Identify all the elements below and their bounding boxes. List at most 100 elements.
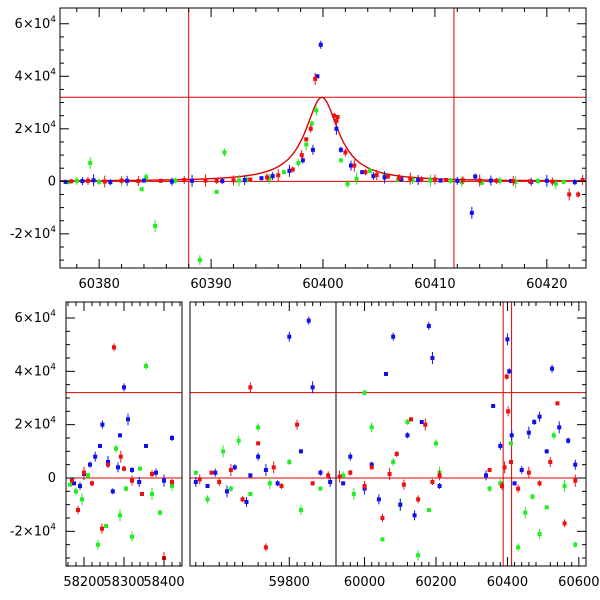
data-point [348, 454, 353, 459]
data-point [106, 462, 110, 467]
data-point [97, 179, 102, 184]
data-point [437, 473, 442, 478]
data-point [334, 118, 339, 123]
data-point [507, 369, 512, 374]
y-tick-label: 4×104 [15, 362, 57, 379]
data-point [136, 179, 141, 184]
data-point [432, 177, 437, 182]
data-point [248, 473, 253, 478]
data-point [182, 178, 187, 183]
data-point [368, 168, 373, 173]
data-point [248, 385, 253, 390]
data-point [237, 178, 242, 183]
data-point [473, 174, 478, 179]
data-point [566, 438, 571, 443]
series-red [197, 382, 331, 552]
data-point [308, 126, 313, 131]
data-point [551, 433, 556, 438]
data-point [561, 179, 566, 184]
bottom-plot-segment [190, 316, 336, 552]
data-point [535, 179, 540, 184]
x-tick-label: 60390 [190, 277, 231, 292]
data-point [537, 532, 542, 536]
y-tick-label: 6×104 [15, 15, 57, 32]
data-point [150, 472, 154, 476]
data-point [434, 441, 438, 446]
data-point [397, 175, 402, 180]
data-point [137, 480, 142, 484]
data-point [511, 179, 516, 184]
data-point [244, 500, 249, 504]
data-point [209, 470, 214, 475]
data-point [360, 170, 365, 175]
series-blue [193, 316, 333, 507]
data-point [100, 526, 104, 531]
data-point [197, 477, 202, 482]
data-point [382, 175, 387, 180]
x-tick-label: 59800 [269, 575, 310, 590]
data-point [509, 460, 513, 464]
y-tick-label: 4×104 [15, 67, 57, 84]
x-tick-label: 60420 [526, 277, 567, 292]
bottom-plot-segment [66, 343, 182, 564]
data-point [532, 420, 537, 424]
data-point [306, 318, 311, 323]
data-point [544, 505, 549, 510]
data-point [354, 176, 359, 181]
y-tick-label: -2×104 [10, 522, 56, 539]
data-point [153, 223, 158, 228]
data-point [351, 492, 356, 496]
data-point [477, 178, 482, 183]
data-point [124, 486, 128, 491]
data-point [270, 174, 275, 179]
data-point [526, 430, 531, 435]
data-point [572, 180, 577, 185]
data-point [295, 422, 300, 427]
data-point [256, 441, 261, 446]
y-tick-label: 0 [48, 471, 56, 486]
x-tick-label: 58300 [103, 575, 144, 590]
data-point [70, 478, 74, 483]
data-point [516, 486, 521, 491]
top-panel-zoomed-light-curve: 60380 60390 60400 60410 60420 -2×104 0 2×104 4×1… [10, 7, 587, 292]
data-point [74, 489, 78, 494]
data-point [224, 489, 229, 494]
data-point [369, 425, 374, 430]
data-point [69, 179, 74, 184]
data-point [205, 484, 210, 488]
data-point [328, 480, 333, 484]
data-point [220, 179, 225, 184]
data-point [169, 179, 174, 184]
data-point [516, 545, 521, 550]
data-point [304, 142, 309, 147]
data-point [416, 178, 421, 183]
data-point [416, 497, 421, 502]
data-point [487, 486, 492, 491]
data-point [130, 534, 134, 539]
data-point [550, 366, 555, 371]
data-point [362, 390, 367, 395]
data-point [263, 545, 268, 550]
data-point [338, 158, 343, 163]
data-point [275, 481, 280, 486]
data-point [116, 465, 120, 470]
data-point [193, 470, 198, 475]
data-point [197, 258, 202, 263]
data-point [405, 433, 410, 438]
data-point [338, 147, 343, 152]
data-point [399, 177, 404, 182]
data-point [114, 446, 118, 451]
data-point [144, 175, 149, 180]
data-point [86, 473, 90, 478]
y-tick-label: 6×104 [15, 309, 57, 326]
data-point [426, 324, 431, 328]
bottom-frame-segment-2 [189, 301, 587, 567]
series-red [69, 72, 585, 201]
data-point [279, 484, 284, 488]
data-point [537, 414, 542, 419]
data-point [276, 173, 281, 178]
data-point [236, 438, 241, 443]
data-point [387, 472, 392, 476]
